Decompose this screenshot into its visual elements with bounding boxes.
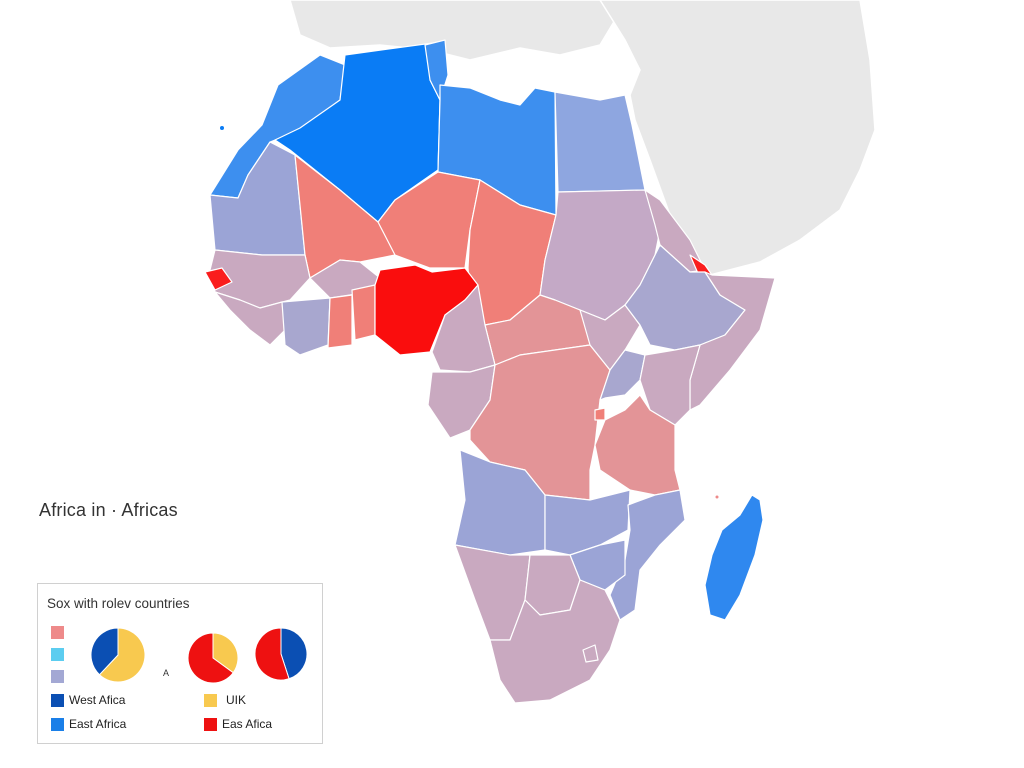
region-tanzania [594,394,681,496]
europe-landmass [289,0,616,61]
region-libya [437,84,557,216]
legend-item-label-0: West Afica [69,693,126,707]
legend-pie-tag: A [163,668,170,678]
legend-title: Sox with rolev countries [47,596,190,611]
region-south-africa [489,579,621,704]
region-egypt [554,91,646,193]
legend-item-swatch-2 [51,718,64,731]
pie-2-slice-1 [187,632,234,684]
region-gambia-gb [204,267,233,291]
region-rwanda [594,407,606,421]
legend-item-swatch-0 [51,694,64,707]
legend-pie-2 [187,632,239,684]
island-canary [220,126,224,130]
legend-swatch-cyan [51,648,64,661]
region-mozambique [609,489,686,621]
legend-item-swatch-3 [204,718,217,731]
region-drc [469,344,611,501]
region-ivory-coast [281,297,331,356]
legend-item-label-1: UIK [226,693,247,707]
legend-swatch-salmon [51,626,64,639]
pie-1-slice-0 [98,627,146,683]
map-title: Africa in · Africas [39,500,178,520]
legend-swatch-periwinkle [51,670,64,683]
legend-pie-1 [90,627,146,683]
legend-item-label-3: Eas Afica [222,717,273,731]
region-lesotho [582,644,599,663]
island-comoros [715,495,719,499]
pie-3-slice-0 [280,627,308,680]
region-kenya [639,344,701,426]
region-south-sudan [579,304,641,371]
region-zambia [544,489,631,556]
region-togo-benin [351,284,376,341]
region-madagascar [704,494,764,621]
pie-3-slice-1 [254,627,290,681]
pie-1-slice-1 [90,627,119,676]
legend-panel: Sox with rolev countries A West Afica UI… [37,583,323,744]
region-uganda [599,349,646,401]
legend-pie-3 [254,627,308,681]
pie-2-slice-0 [212,632,239,674]
legend-item-label-2: East Africa [69,717,127,731]
legend-item-swatch-1 [204,694,217,707]
region-ghana [327,294,353,349]
